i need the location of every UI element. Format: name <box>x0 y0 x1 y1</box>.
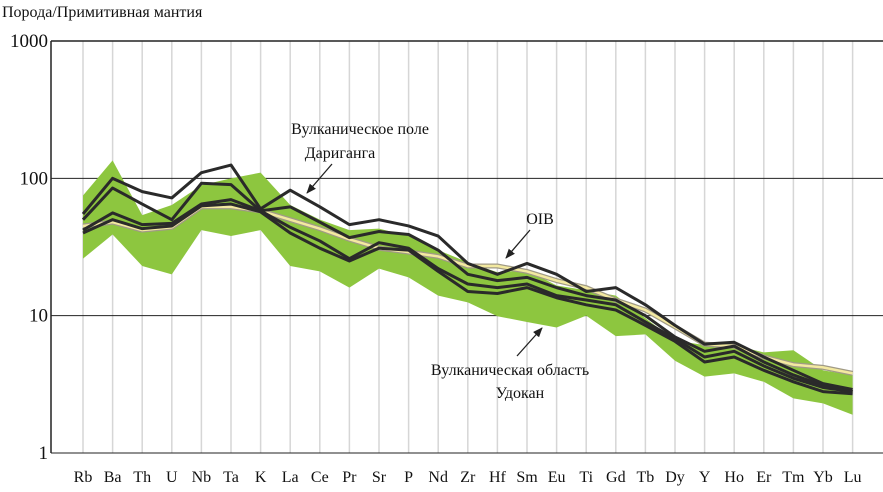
x-tick-label: Ho <box>724 469 744 486</box>
y-tick-label: 10 <box>29 306 48 327</box>
x-tick-label: Lu <box>844 469 862 486</box>
y-tick-label: 100 <box>20 168 49 189</box>
y-tick-label: 1 <box>39 443 49 464</box>
x-tick-label: Pr <box>342 469 357 486</box>
x-tick-label: Ta <box>223 469 239 486</box>
x-tick-label: Rb <box>74 469 93 486</box>
x-tick-label: Sm <box>516 469 538 486</box>
x-tick-label: Tm <box>782 469 805 486</box>
x-tick-label: Th <box>133 469 151 486</box>
x-tick-label: Dy <box>665 469 685 486</box>
x-tick-label: Ba <box>104 469 122 486</box>
x-tick-label: Yb <box>813 469 833 486</box>
x-tick-label: Y <box>699 469 711 486</box>
dariganga-sample-line-3 <box>82 198 853 394</box>
x-tick-label: Zr <box>460 469 476 486</box>
x-tick-label: P <box>404 469 413 486</box>
y-tick-label: 1000 <box>10 31 48 52</box>
arrow-oib <box>505 229 531 259</box>
x-tick-label: Sr <box>372 469 387 486</box>
y-axis-label: Порода/Примитивная мантия <box>2 4 203 21</box>
x-tick-label: Nb <box>192 469 212 486</box>
x-tick-label: Eu <box>548 469 566 486</box>
x-tick-label: Ti <box>579 469 593 486</box>
x-tick-label: La <box>282 469 299 486</box>
x-tick-label: Ce <box>311 469 329 486</box>
x-tick-label: K <box>255 469 267 486</box>
annotation-udokan-line1: Вулканическая область <box>431 362 589 379</box>
x-tick-label: U <box>166 469 178 486</box>
arrow-dariganga <box>306 163 333 194</box>
annotation-oib: OIB <box>526 211 554 228</box>
annotation-dariganga-line1: Вулканическое поле <box>291 121 429 138</box>
oib-line <box>82 205 853 375</box>
annotation-udokan-line2: Удокан <box>496 385 545 402</box>
annotations: Вулканическое поле Дариганга OIB Вулкани… <box>291 121 589 402</box>
annotation-dariganga-line2: Дариганга <box>305 145 375 162</box>
x-tick-label: Er <box>756 469 772 486</box>
x-tick-label: Tb <box>637 469 655 486</box>
x-tick-label: Gd <box>606 469 626 486</box>
dariganga-sample-line-1 <box>81 163 853 391</box>
x-tick-label: Hf <box>489 469 507 486</box>
dariganga-sample-line-4 <box>82 202 853 396</box>
x-tick-label: Nd <box>428 469 448 486</box>
arrow-udokan <box>516 327 543 357</box>
dariganga-sample-line-2 <box>81 181 853 394</box>
